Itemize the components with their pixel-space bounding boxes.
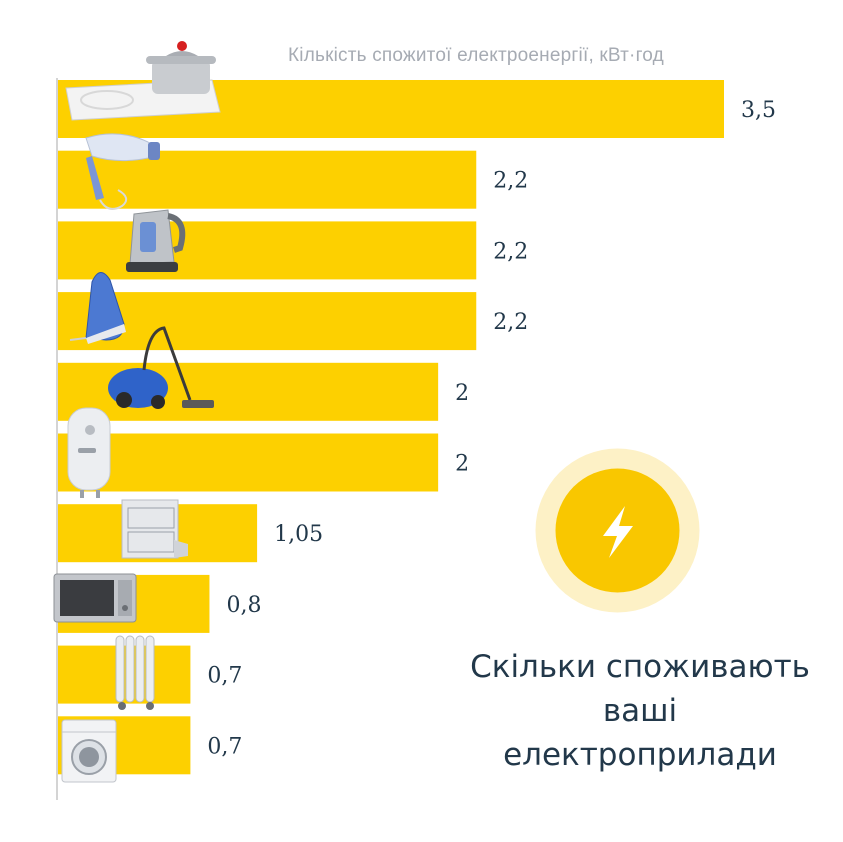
bar-value-label-9: 0,7 <box>207 664 242 689</box>
bar-value-label-8: 0,8 <box>226 593 261 618</box>
lightning-icon <box>603 506 633 558</box>
chart-unit-label: Кількість спожитої електроенергії, кВт·г… <box>288 45 664 66</box>
bar-value-label-2: 2,2 <box>493 169 528 194</box>
lightning-badge <box>535 448 700 613</box>
bar-value-label-6: 2 <box>455 452 469 477</box>
bar-value-label-1: 3,5 <box>741 98 776 123</box>
bar-value-label-7: 1,05 <box>274 522 323 547</box>
vacuum-cleaner-icon <box>108 326 214 409</box>
oil-heater-icon <box>115 635 155 710</box>
steam-iron-icon <box>69 272 126 344</box>
washing-machine-icon <box>61 719 117 783</box>
bar-value-label-10: 0,7 <box>207 734 242 759</box>
dishwasher-icon <box>121 499 188 559</box>
hair-dryer-icon <box>85 133 160 210</box>
electric-kettle-icon <box>126 209 186 272</box>
headline: Скільки споживають ваші електроприлади <box>470 649 810 773</box>
bar-value-label-3: 2,2 <box>493 239 528 264</box>
bar-6 <box>57 433 439 492</box>
bar-value-label-4: 2,2 <box>493 310 528 335</box>
chart-axis-line <box>56 78 58 800</box>
bar-4 <box>57 292 477 351</box>
bar-value-label-5: 2 <box>455 381 469 406</box>
microwave-icon <box>53 573 137 623</box>
induction-cooktop-icon <box>65 41 221 121</box>
water-heater-icon <box>67 407 111 498</box>
